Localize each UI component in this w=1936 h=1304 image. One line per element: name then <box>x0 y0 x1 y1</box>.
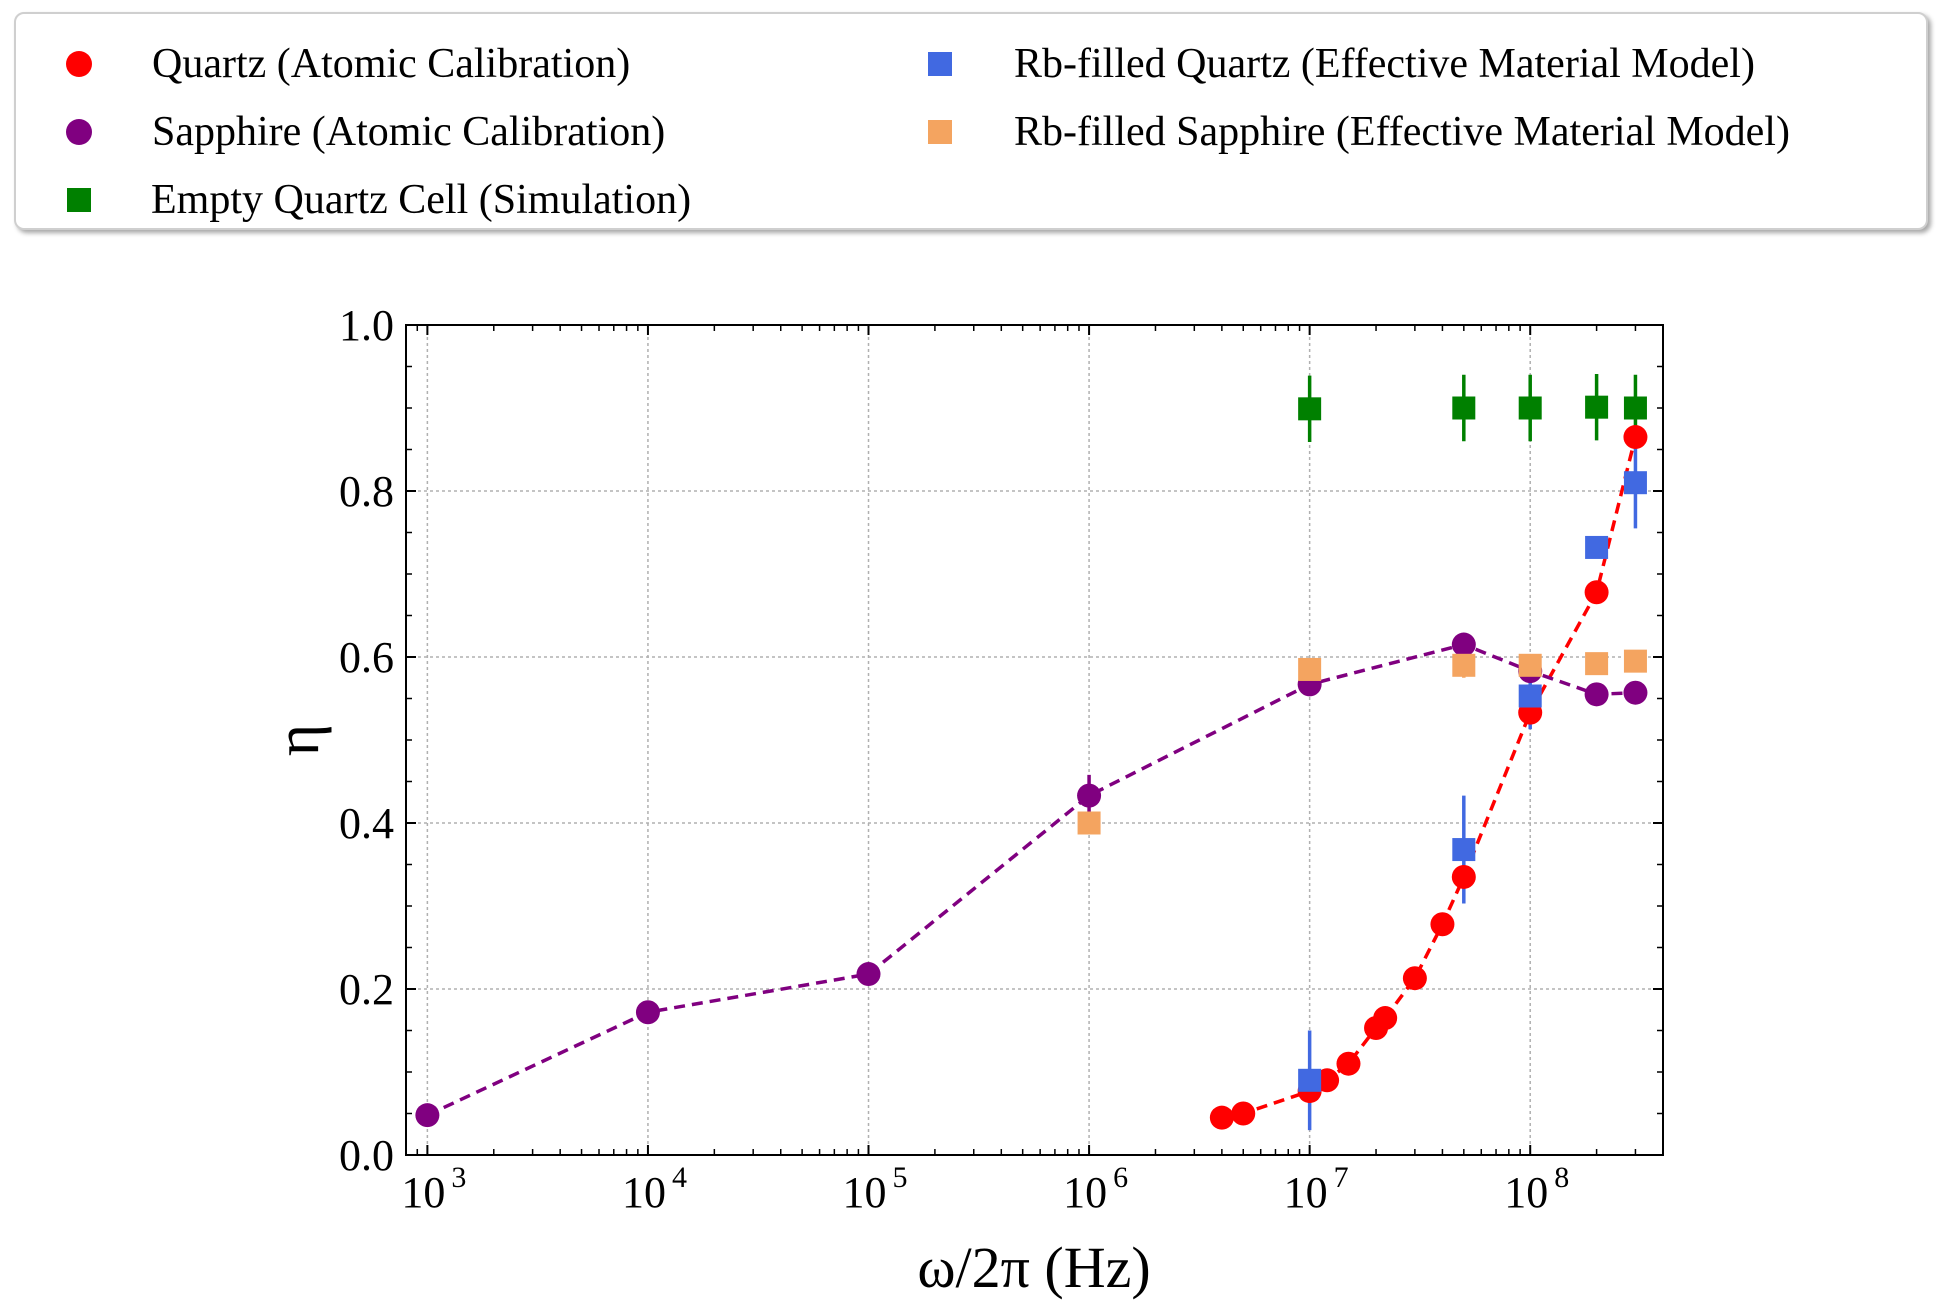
series-2-point <box>1623 396 1647 420</box>
y-axis-label: η <box>264 724 332 756</box>
series-1-point <box>1584 682 1609 707</box>
legend-marker-quartz <box>66 51 92 77</box>
legend-marker-rb-sapphire <box>928 120 952 144</box>
series-lines <box>426 436 1638 1120</box>
series-1-point <box>856 962 881 987</box>
x-tick-exponent: 4 <box>672 1161 687 1194</box>
x-tick-exponent: 7 <box>1334 1161 1349 1194</box>
legend-entry-empty-quartz: Empty Quartz Cell (Simulation) <box>67 170 691 230</box>
series-2-point <box>1298 397 1322 421</box>
y-tick-label: 0.6 <box>339 633 394 682</box>
x-tick-label: 10 <box>1063 1168 1107 1217</box>
series-4-point <box>1298 657 1322 681</box>
legend-label-rb-sapphire: Rb-filled Sapphire (Effective Material M… <box>1014 109 1790 155</box>
series-3-point <box>1623 471 1647 495</box>
series-3-point <box>1585 535 1609 559</box>
x-tick-label: 10 <box>401 1168 445 1217</box>
series-1-point <box>635 1000 660 1025</box>
legend-label-empty-quartz: Empty Quartz Cell (Simulation) <box>151 177 692 223</box>
series-2-point <box>1518 396 1542 420</box>
series-0-line <box>1221 436 1638 1120</box>
series-0-point <box>1402 966 1427 991</box>
plot-frame <box>405 324 1664 1156</box>
grid <box>406 325 1663 1155</box>
series-0-point <box>1451 864 1476 889</box>
series-0-point <box>1584 580 1609 605</box>
x-tick-exponent: 5 <box>893 1161 908 1194</box>
series-3-point <box>1298 1068 1322 1092</box>
series-0-point <box>1231 1101 1256 1126</box>
legend-label-sapphire: Sapphire (Atomic Calibration) <box>152 109 666 155</box>
series-1-point <box>1623 680 1648 705</box>
x-tick-label: 10 <box>622 1168 666 1217</box>
legend-marker-sapphire <box>66 119 92 145</box>
legend-label-rb-quartz: Rb-filled Quartz (Effective Material Mod… <box>1014 41 1755 87</box>
legend-entry-rb-sapphire: Rb-filled Sapphire (Effective Material M… <box>928 102 1790 162</box>
x-axis-label: ω/2π (Hz) <box>917 1235 1150 1300</box>
legend-entry-sapphire: Sapphire (Atomic Calibration) <box>66 102 665 162</box>
x-tick-label: 10 <box>1284 1168 1328 1217</box>
series-4-point <box>1077 811 1101 835</box>
x-tick-exponent: 6 <box>1113 1161 1128 1194</box>
series-0-point <box>1373 1006 1398 1031</box>
legend-entry-rb-quartz: Rb-filled Quartz (Effective Material Mod… <box>928 34 1755 94</box>
y-tick-label: 0.4 <box>339 799 394 848</box>
data-markers <box>415 395 1648 1130</box>
series-4-point <box>1452 653 1476 677</box>
series-4-point <box>1623 649 1647 673</box>
legend-marker-rb-quartz <box>928 52 952 76</box>
y-tick-label: 0.0 <box>339 1131 394 1180</box>
legend-entry-quartz: Quartz (Atomic Calibration) <box>66 34 630 94</box>
x-tick-exponent: 8 <box>1554 1161 1569 1194</box>
series-0-point <box>1209 1105 1234 1130</box>
series-4-point <box>1518 653 1542 677</box>
series-0-point <box>1336 1051 1361 1076</box>
x-tick-label: 10 <box>1504 1168 1548 1217</box>
series-2-point <box>1585 395 1609 419</box>
legend: Quartz (Atomic Calibration) Sapphire (At… <box>14 12 1928 230</box>
y-tick-label: 1.0 <box>339 301 394 350</box>
legend-label-quartz: Quartz (Atomic Calibration) <box>152 41 631 87</box>
x-tick-label: 10 <box>843 1168 887 1217</box>
series-1-point <box>1077 783 1102 808</box>
series-0-point <box>1623 425 1648 450</box>
series-1-point <box>415 1103 440 1128</box>
series-1-point <box>1451 632 1476 657</box>
x-tick-exponent: 3 <box>451 1161 466 1194</box>
series-3-point <box>1518 684 1542 708</box>
y-tick-label: 0.8 <box>339 467 394 516</box>
axis-ticks: 0.00.20.40.60.81.010 3 10 4 10 5 10 6 10 7 10 8 <box>339 301 1664 1217</box>
series-3-point <box>1452 838 1476 862</box>
legend-marker-empty-quartz <box>67 188 91 212</box>
series-4-point <box>1585 652 1609 676</box>
series-0-point <box>1430 912 1455 937</box>
error-bars <box>425 373 1638 1131</box>
series-2-point <box>1452 396 1476 420</box>
y-tick-label: 0.2 <box>339 965 394 1014</box>
